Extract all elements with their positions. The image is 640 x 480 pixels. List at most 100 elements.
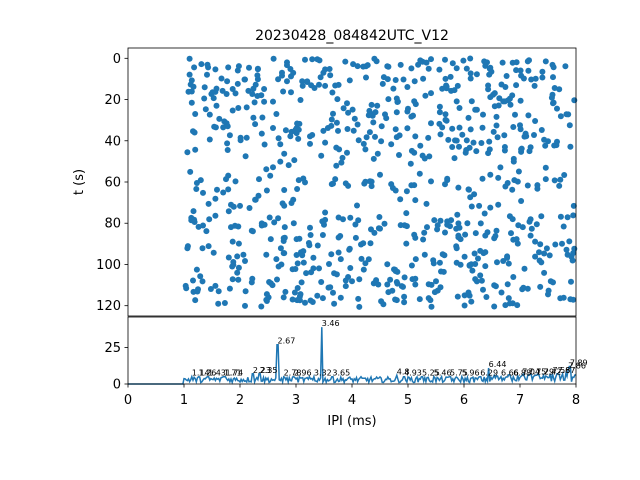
scatter-point	[495, 102, 502, 109]
scatter-point	[392, 126, 399, 133]
scatter-point	[201, 95, 208, 102]
scatter-point	[306, 242, 313, 249]
scatter-point	[481, 58, 488, 65]
scatter-point	[330, 180, 336, 187]
scatter-point	[566, 238, 573, 245]
x-tick-label: 7	[516, 393, 524, 408]
scatter-point	[550, 279, 556, 286]
scatter-point	[533, 221, 540, 228]
scatter-point	[420, 236, 427, 243]
scatter-point	[225, 254, 232, 261]
scatter-point	[365, 256, 372, 263]
x-tick-label: 2	[236, 393, 244, 408]
scatter-point	[439, 85, 446, 92]
scatter-point	[503, 73, 510, 79]
scatter-point	[191, 64, 198, 71]
scatter-point	[303, 270, 310, 277]
scatter-point	[526, 148, 533, 155]
scatter-point	[531, 132, 537, 138]
scatter-point	[518, 198, 525, 204]
scatter-point	[280, 88, 287, 95]
scatter-point	[520, 75, 527, 82]
scatter-point	[327, 72, 334, 79]
y-tick-label: 25	[104, 341, 121, 356]
scatter-point	[251, 99, 258, 106]
scatter-point	[465, 114, 472, 121]
scatter-point	[447, 73, 454, 80]
x-tick-label: 6	[460, 393, 468, 408]
scatter-point	[319, 232, 326, 238]
scatter-point	[561, 172, 568, 178]
scatter-point	[495, 174, 502, 181]
scatter-point	[430, 257, 437, 264]
scatter-point	[237, 202, 243, 209]
scatter-point	[463, 137, 470, 144]
scatter-point	[199, 245, 206, 252]
scatter-point	[392, 77, 399, 83]
scatter-point	[296, 120, 303, 127]
scatter-point	[295, 135, 302, 142]
scatter-point	[339, 154, 346, 161]
scatter-point	[214, 186, 220, 193]
scatter-point	[538, 259, 545, 266]
scatter-point	[426, 153, 433, 160]
scatter-point	[459, 131, 466, 138]
scatter-point	[210, 95, 217, 102]
scatter-point	[294, 186, 301, 192]
scatter-point	[289, 266, 296, 273]
scatter-point	[477, 220, 484, 227]
scatter-point	[403, 240, 410, 247]
scatter-point	[225, 186, 232, 193]
scatter-point	[261, 141, 268, 148]
scatter-point	[478, 277, 485, 284]
scatter-point	[487, 64, 494, 71]
scatter-point	[191, 216, 198, 223]
scatter-point	[279, 69, 285, 76]
scatter-point	[242, 302, 248, 309]
scatter-point	[453, 259, 460, 266]
scatter-point	[366, 129, 373, 136]
scatter-point	[367, 240, 374, 247]
scatter-point	[331, 300, 338, 307]
scatter-point	[453, 65, 460, 72]
scatter-point	[560, 294, 567, 301]
scatter-point	[477, 272, 484, 279]
y-tick-label: 20	[104, 93, 121, 108]
peak-label: 1.74	[225, 369, 243, 378]
scatter-point	[356, 303, 363, 310]
scatter-point	[327, 284, 334, 291]
scatter-point	[464, 220, 471, 227]
scatter-point	[307, 297, 314, 304]
scatter-point	[281, 150, 288, 157]
scatter-point	[335, 81, 342, 88]
scatter-point	[215, 300, 222, 307]
scatter-point	[216, 115, 223, 122]
scatter-point	[223, 176, 229, 183]
scatter-point	[505, 260, 512, 267]
scatter-point	[300, 175, 307, 182]
scatter-point	[372, 133, 378, 140]
scatter-point	[494, 134, 501, 141]
scatter-point	[514, 240, 521, 247]
scatter-point	[212, 195, 219, 202]
y-tick-label: 120	[96, 299, 121, 314]
scatter-point	[563, 111, 570, 118]
scatter-point	[349, 106, 356, 113]
scatter-point	[404, 84, 411, 90]
scatter-point	[307, 232, 314, 238]
scatter-point	[241, 76, 248, 83]
scatter-point	[201, 84, 208, 91]
scatter-point	[545, 291, 551, 298]
scatter-point	[408, 182, 415, 189]
scatter-point	[192, 297, 199, 304]
scatter-point	[223, 91, 230, 97]
scatter-point	[425, 295, 432, 302]
scatter-point	[206, 111, 213, 118]
y-tick-label: 0	[113, 52, 121, 67]
scatter-point	[322, 139, 329, 146]
scatter-point	[317, 74, 324, 81]
scatter-point	[248, 279, 255, 286]
scatter-point	[302, 56, 308, 63]
scatter-point	[384, 281, 391, 288]
scatter-point	[455, 220, 462, 227]
